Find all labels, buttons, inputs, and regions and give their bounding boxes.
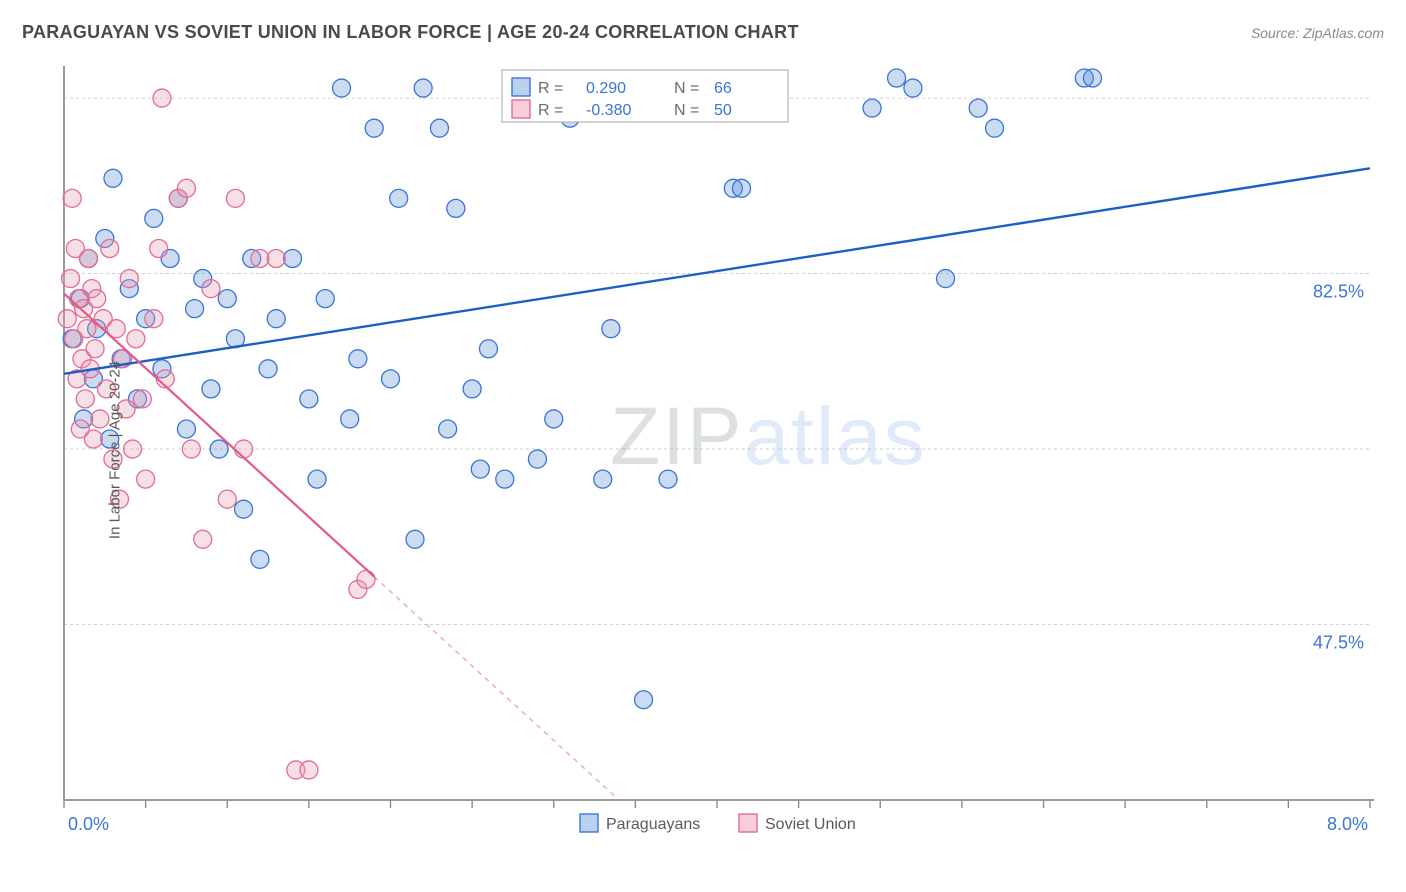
data-point <box>479 340 497 358</box>
data-point <box>259 360 277 378</box>
y-tick-label: 47.5% <box>1313 633 1364 653</box>
stats-text: N = <box>674 102 699 119</box>
data-point <box>177 420 195 438</box>
data-point <box>316 290 334 308</box>
data-point <box>251 250 269 268</box>
data-point <box>137 470 155 488</box>
stats-swatch <box>512 100 530 118</box>
data-point <box>218 490 236 508</box>
data-point <box>986 119 1004 137</box>
data-point <box>888 69 906 87</box>
y-tick-label: 82.5% <box>1313 282 1364 302</box>
stats-text: R = <box>538 80 563 97</box>
data-point <box>439 420 457 438</box>
data-point <box>202 380 220 398</box>
stats-text: 0.290 <box>586 80 626 97</box>
data-point <box>76 390 94 408</box>
data-point <box>365 119 383 137</box>
data-point <box>937 270 955 288</box>
data-point <box>635 691 653 709</box>
data-point <box>528 450 546 468</box>
data-point <box>267 310 285 328</box>
stats-text: R = <box>538 102 563 119</box>
data-point <box>120 270 138 288</box>
data-point <box>430 119 448 137</box>
data-point <box>86 340 104 358</box>
stats-text: 50 <box>714 102 732 119</box>
legend-swatch <box>739 814 757 832</box>
data-point <box>1083 69 1101 87</box>
data-point <box>284 250 302 268</box>
data-point <box>218 290 236 308</box>
data-point <box>127 330 145 348</box>
data-point <box>104 169 122 187</box>
data-point <box>79 250 97 268</box>
data-point <box>62 270 80 288</box>
data-point <box>732 179 750 197</box>
legend-label: Soviet Union <box>765 816 856 833</box>
stats-swatch <box>512 78 530 96</box>
data-point <box>594 470 612 488</box>
data-point <box>602 320 620 338</box>
stats-text: N = <box>674 80 699 97</box>
data-point <box>88 290 106 308</box>
data-point <box>308 470 326 488</box>
x-tick-label: 0.0% <box>68 814 109 834</box>
data-point <box>341 410 359 428</box>
data-point <box>153 89 171 107</box>
data-point <box>84 430 102 448</box>
legend-swatch <box>580 814 598 832</box>
trend-line <box>64 168 1370 374</box>
data-point <box>659 470 677 488</box>
data-point <box>300 390 318 408</box>
data-point <box>471 460 489 478</box>
scatter-chart: 47.5% 82.5% 0.0% 8.0% Paraguayans Soviet Unio… <box>50 60 1390 840</box>
data-point <box>333 79 351 97</box>
data-point <box>863 99 881 117</box>
data-point <box>78 320 96 338</box>
chart-container: In Labor Force | Age 20-24 47.5% 82.5% 0.0… <box>50 60 1390 840</box>
source-label: Source: ZipAtlas.com <box>1251 25 1384 41</box>
data-point <box>414 79 432 97</box>
data-point <box>182 440 200 458</box>
data-point <box>904 79 922 97</box>
data-point <box>101 239 119 257</box>
data-point <box>251 550 269 568</box>
data-point <box>150 239 168 257</box>
data-point <box>545 410 563 428</box>
data-point <box>496 470 514 488</box>
data-point <box>145 310 163 328</box>
data-point <box>357 570 375 588</box>
data-point <box>235 500 253 518</box>
title-bar: PARAGUAYAN VS SOVIET UNION IN LABOR FORC… <box>22 22 1384 43</box>
data-point <box>58 310 76 328</box>
data-point <box>177 179 195 197</box>
data-point <box>210 440 228 458</box>
stats-text: 66 <box>714 80 732 97</box>
chart-title: PARAGUAYAN VS SOVIET UNION IN LABOR FORC… <box>22 22 799 43</box>
data-point <box>267 250 285 268</box>
data-point <box>235 440 253 458</box>
trend-line-extrapolated <box>374 577 619 800</box>
data-point <box>202 280 220 298</box>
data-point <box>382 370 400 388</box>
x-tick-label: 8.0% <box>1327 814 1368 834</box>
data-point <box>186 300 204 318</box>
data-point <box>349 350 367 368</box>
data-point <box>447 199 465 217</box>
data-point <box>969 99 987 117</box>
data-point <box>145 209 163 227</box>
y-axis-label: In Labor Force | Age 20-24 <box>107 361 124 539</box>
data-point <box>300 761 318 779</box>
data-point <box>124 440 142 458</box>
data-point <box>463 380 481 398</box>
stats-text: -0.380 <box>586 102 631 119</box>
data-point <box>63 189 81 207</box>
data-point <box>226 189 244 207</box>
legend-label: Paraguayans <box>606 816 700 833</box>
data-point <box>133 390 151 408</box>
data-point <box>406 530 424 548</box>
data-point <box>390 189 408 207</box>
data-point <box>194 530 212 548</box>
